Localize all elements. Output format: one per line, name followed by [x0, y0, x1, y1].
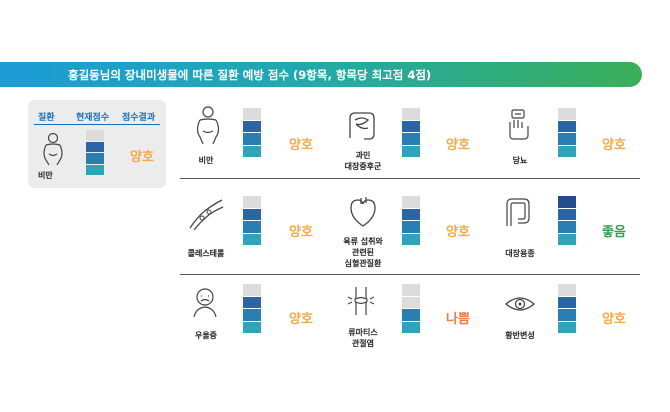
score-bar-segment [243, 296, 261, 308]
score-bar-segment [243, 120, 261, 132]
legend-col-result: 점수결과 [122, 113, 156, 123]
score-bar-segment [558, 120, 576, 132]
obesity-icon [196, 106, 220, 145]
grade-diabetes: 양호 [602, 138, 626, 153]
glucose-meter-icon [509, 109, 529, 140]
disease-label-obesity: 비만 [198, 156, 214, 165]
score-bar-segment [243, 233, 261, 245]
score-bar-segment [558, 221, 576, 233]
legend-col-disease: 질환 [38, 113, 55, 123]
score-bar-segment [243, 145, 261, 157]
grade-macular: 양호 [602, 312, 626, 327]
score-bar-segment [243, 208, 261, 220]
score-bar [402, 108, 420, 158]
disease-label-depression: 우울증 [194, 331, 218, 340]
score-bar-segment [402, 296, 420, 308]
score-bar [558, 284, 576, 334]
score-bar-segment [558, 284, 576, 296]
colon-icon [506, 198, 530, 226]
score-bar-segment [86, 164, 104, 175]
score-bar-segment [558, 296, 576, 308]
score-bar-segment [558, 133, 576, 145]
score-bar-segment [86, 141, 104, 152]
score-bar [402, 284, 420, 334]
grade-polyp: 좋음 [602, 225, 626, 240]
score-bar-segment [402, 321, 420, 333]
disease-label-cardio: 육류 섭취와 관련된 심혈관질환 [343, 237, 383, 268]
disease-label-macular: 황반변성 [505, 331, 535, 340]
score-bar-segment [402, 108, 420, 120]
grade-cholesterol: 양호 [289, 225, 313, 240]
grade-arthritis: 나쁨 [446, 312, 470, 327]
disease-label-polyp: 대장용종 [505, 249, 535, 258]
grade-cardio: 양호 [446, 225, 470, 240]
grade-depression: 양호 [289, 312, 313, 327]
legend-example-label: 비만 [38, 171, 53, 180]
heart-icon [350, 197, 376, 227]
score-bar [558, 108, 576, 158]
score-bar-segment [243, 133, 261, 145]
legend-box: 질환 현재점수 점수결과 비만 양호 [28, 100, 166, 188]
score-bar-segment [402, 309, 420, 321]
score-bar-segment [558, 196, 576, 208]
row-divider [180, 178, 640, 179]
score-bar [243, 196, 261, 246]
row-divider [180, 274, 640, 275]
score-bar [243, 108, 261, 158]
legend-example-grade: 양호 [130, 150, 154, 165]
blood-vessel-icon [189, 199, 224, 230]
score-bar-segment [558, 309, 576, 321]
score-bar-segment [558, 321, 576, 333]
score-bar-segment [86, 130, 104, 141]
grade-obesity: 양호 [289, 138, 313, 153]
score-bar-segment [402, 120, 420, 132]
eye-icon [505, 297, 535, 311]
page-title: 홍길동님의 장내미생물에 따른 질환 예방 점수 (9항목, 항목당 최고점 4… [68, 68, 432, 82]
score-bar-segment [558, 108, 576, 120]
disease-label-ibs: 과민 대장증후군 [344, 151, 382, 171]
score-bar-segment [243, 196, 261, 208]
score-bar-segment [402, 208, 420, 220]
legend-divider [34, 124, 160, 125]
score-bar [243, 284, 261, 334]
title-banner: 홍길동님의 장내미생물에 따른 질환 예방 점수 (9항목, 항목당 최고점 4… [0, 62, 642, 87]
score-bar-segment [402, 196, 420, 208]
grade-ibs: 양호 [446, 138, 470, 153]
intestine-icon [349, 112, 375, 140]
score-bar-segment [86, 153, 104, 164]
score-bar-segment [402, 145, 420, 157]
score-bar-segment [402, 133, 420, 145]
score-bar-segment [243, 108, 261, 120]
legend-col-score: 현재점수 [76, 113, 110, 123]
score-bar-segment [243, 221, 261, 233]
score-bar-segment [402, 221, 420, 233]
score-bar-segment [558, 208, 576, 220]
disease-label-cholesterol: 콜레스테롤 [187, 249, 225, 258]
disease-label-diabetes: 당뇨 [512, 156, 528, 165]
score-bar-segment [402, 284, 420, 296]
score-bar-segment [243, 284, 261, 296]
score-bar-segment [243, 309, 261, 321]
obesity-icon [43, 132, 63, 166]
score-bar-segment [558, 233, 576, 245]
depressed-face-icon [193, 288, 217, 318]
score-bar-segment [402, 233, 420, 245]
legend-score-bar [86, 130, 104, 176]
score-bar-segment [558, 145, 576, 157]
score-bar [558, 196, 576, 246]
score-bar-segment [243, 321, 261, 333]
joint-icon [347, 287, 375, 315]
disease-label-arthritis: 류마티스 관절염 [348, 328, 378, 348]
score-bar [402, 196, 420, 246]
